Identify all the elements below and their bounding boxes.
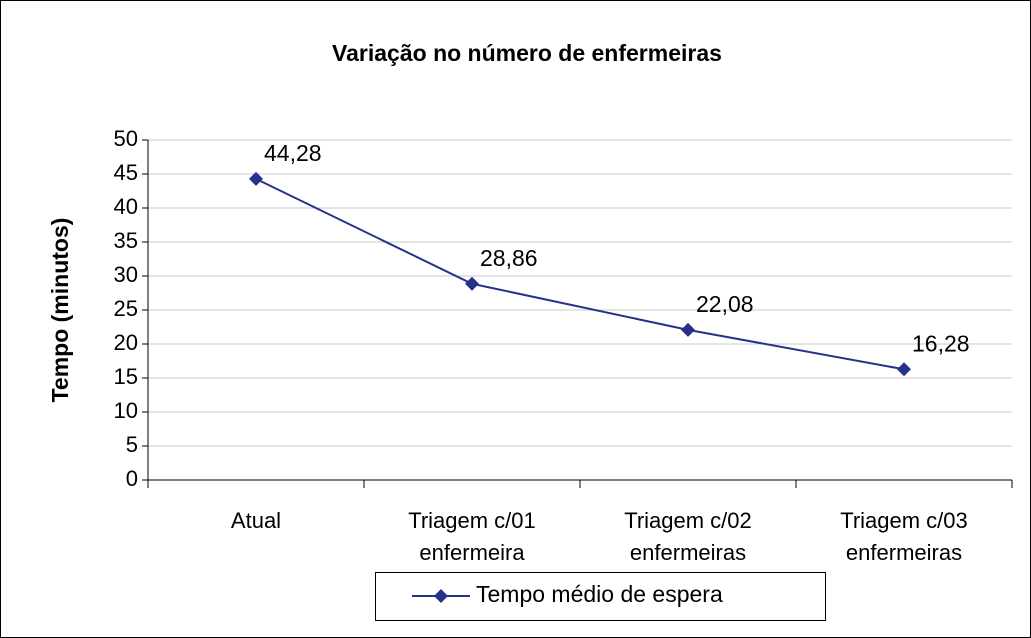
x-tick-label: Triagem c/02 enfermeiras [624, 508, 752, 565]
x-tick-label: Triagem c/01 enfermeira [408, 508, 536, 565]
y-tick-label: 40 [114, 194, 138, 219]
y-tick-label: 10 [114, 398, 138, 423]
y-tick-label: 25 [114, 296, 138, 321]
data-label: 44,28 [264, 140, 322, 166]
y-tick-label: 35 [114, 228, 138, 253]
legend-marker [434, 589, 448, 603]
series-line [255, 177, 905, 371]
y-tick-label: 45 [114, 160, 138, 185]
y-tick-label: 15 [114, 364, 138, 389]
data-label: 16,28 [912, 330, 970, 356]
y-axis-title: Tempo (minutos) [47, 218, 73, 403]
x-tick-label: Atual [231, 508, 281, 533]
y-tick-label: 5 [126, 432, 138, 457]
y-tick-label: 50 [114, 126, 138, 151]
marker [465, 276, 479, 291]
marker [249, 171, 263, 186]
chart-title: Variação no número de enfermeiras [332, 40, 722, 66]
marker [897, 362, 911, 377]
y-tick-label: 0 [126, 466, 138, 491]
y-tick-label: 20 [114, 330, 138, 355]
x-tick-label: Triagem c/03 enfermeiras [840, 508, 968, 565]
data-label: 22,08 [696, 291, 754, 317]
marker [681, 322, 695, 337]
data-label: 28,86 [480, 245, 538, 271]
y-tick-label: 30 [114, 262, 138, 287]
legend-label: Tempo médio de espera [476, 581, 723, 607]
